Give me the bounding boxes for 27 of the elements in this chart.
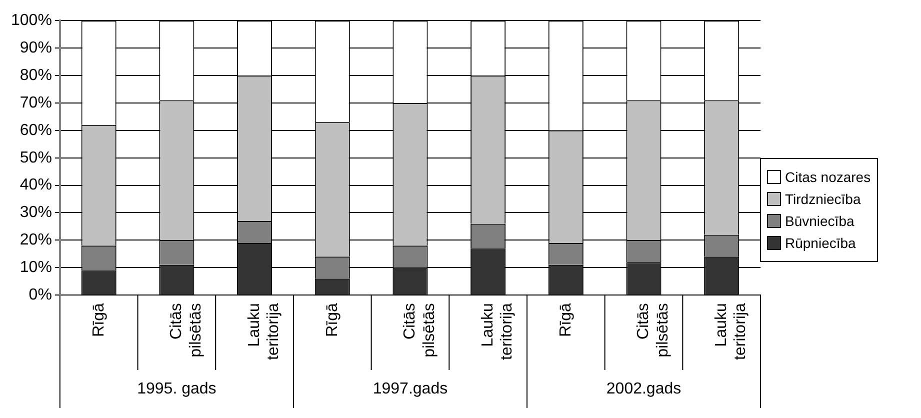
y-tick-label: 90% xyxy=(20,39,52,56)
legend-label: Rūpniecība xyxy=(785,235,856,251)
y-tick-label: 40% xyxy=(20,176,52,194)
x-tick-label: Rīgā xyxy=(324,302,341,337)
x-tick-label: Lauku teritorija xyxy=(713,302,750,360)
y-tick-label: 80% xyxy=(20,66,52,84)
text: 2002.gads xyxy=(606,380,682,398)
x-tick-label: Citās pilsētās xyxy=(635,303,672,358)
y-tick-label: 100% xyxy=(11,12,52,30)
x-tick-label: Lauku teritorija xyxy=(479,302,516,360)
y-tick-label: 50% xyxy=(20,149,52,166)
y-tick-label: 20% xyxy=(20,232,52,249)
legend-label: Tirdzniecība xyxy=(785,191,861,207)
x-tick-label: Lauku teritorija xyxy=(246,302,282,360)
y-tick-label: 10% xyxy=(20,259,52,276)
y-tick-label: 60% xyxy=(20,122,52,139)
text: 1995. gads xyxy=(137,380,216,398)
x-tick-label: Citās pilsētās xyxy=(402,303,438,358)
text: 1997.gads xyxy=(372,380,448,398)
y-tick-label: 70% xyxy=(20,94,52,112)
y-tick-label: 0% xyxy=(28,286,52,304)
legend-label: Būvniecība xyxy=(785,213,854,229)
x-tick-label: Citās pilsētās xyxy=(168,303,204,358)
x-tick-label: Rīgā xyxy=(90,302,108,337)
y-tick-label: 30% xyxy=(20,204,52,222)
legend-label: Citas nozares xyxy=(785,169,871,185)
x-tick-label: Rīgā xyxy=(557,302,574,337)
